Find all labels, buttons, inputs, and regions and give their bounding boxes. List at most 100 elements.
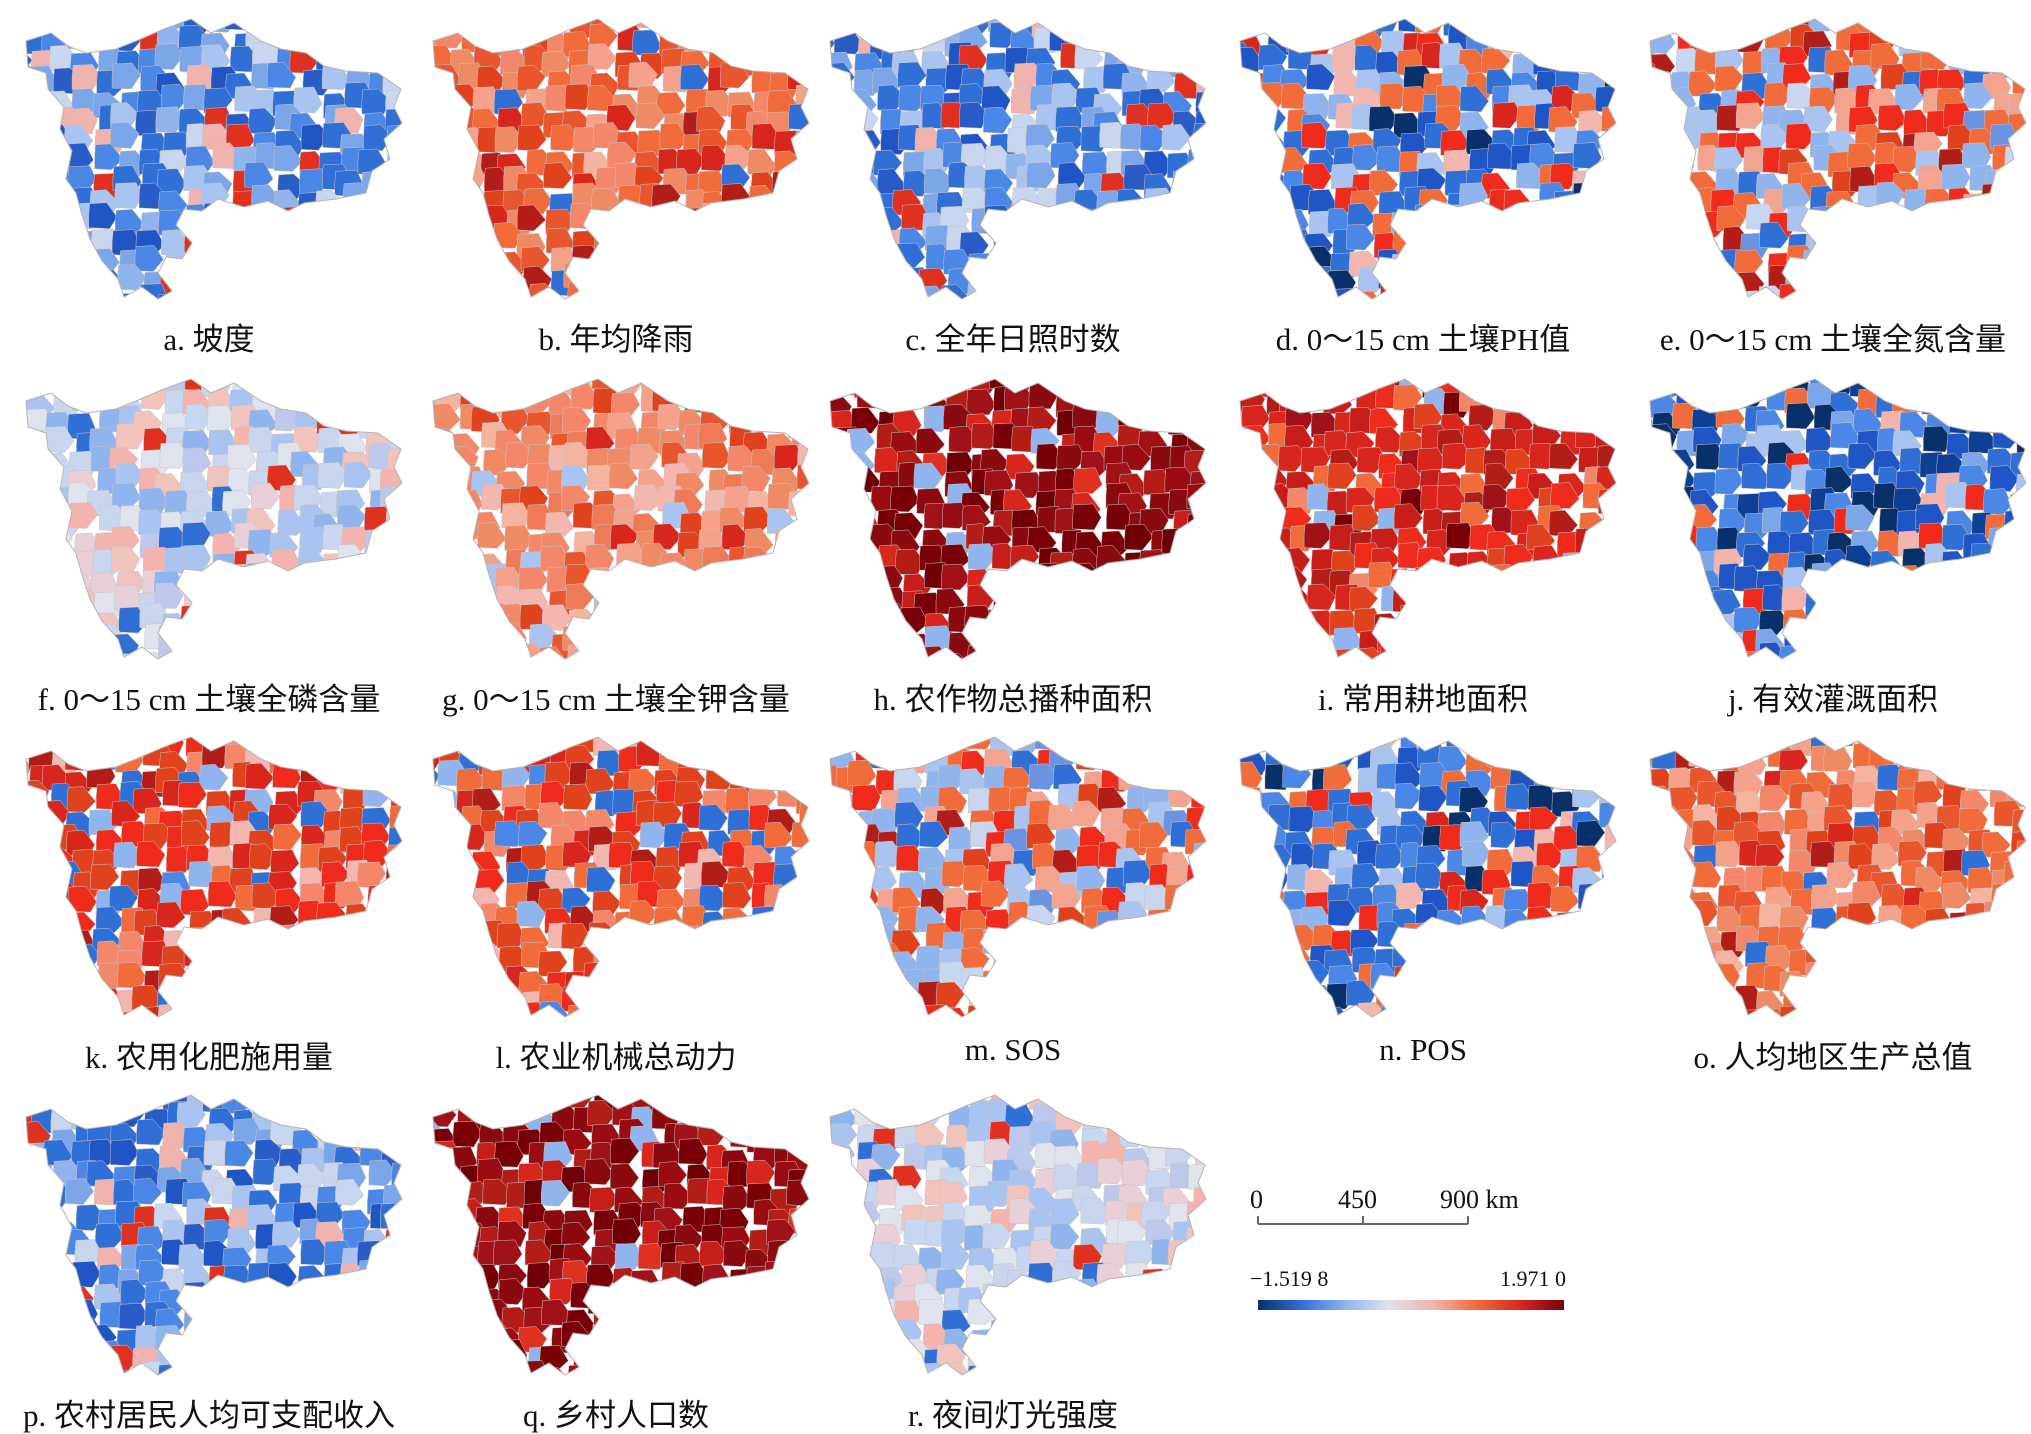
- map-region: [709, 608, 739, 635]
- map-region: [433, 850, 462, 878]
- map-region: [433, 486, 463, 514]
- panel-caption-g: g. 0～15 cm 土壤全钾含量: [442, 682, 790, 717]
- map-region: [1173, 740, 1203, 767]
- map-region: [295, 648, 325, 659]
- map-region: [948, 631, 978, 659]
- map-region: [1441, 961, 1471, 989]
- map-region: [368, 590, 398, 617]
- map-region: [26, 900, 53, 928]
- map-region: [26, 842, 38, 869]
- map-region: [1060, 948, 1090, 975]
- map-region: [1850, 251, 1880, 279]
- map-region: [680, 1289, 710, 1316]
- map-region: [95, 906, 125, 933]
- map-region: [1282, 379, 1312, 391]
- map-region: [1655, 252, 1686, 279]
- choropleth-map-k: [25, 736, 403, 1018]
- map-region: [364, 1123, 394, 1151]
- map-region: [1072, 1095, 1102, 1108]
- map-region: [26, 282, 29, 299]
- map-region: [1988, 631, 2018, 659]
- map-region: [184, 228, 214, 255]
- map-region: [655, 223, 685, 250]
- map-region: [850, 940, 880, 968]
- map-region: [1809, 262, 1839, 290]
- map-region: [1539, 211, 1569, 239]
- map-region: [1028, 763, 1058, 790]
- map-region: [1012, 970, 1042, 998]
- map-region: [1713, 289, 1743, 299]
- map-region: [1692, 645, 1722, 659]
- map-region: [1597, 488, 1616, 515]
- map-region: [1003, 945, 1033, 973]
- map-region: [436, 19, 466, 30]
- map-region: [475, 960, 505, 988]
- map-region: [229, 233, 259, 260]
- map-region: [1675, 272, 1705, 299]
- map-region: [989, 646, 1019, 659]
- map-region: [276, 282, 306, 299]
- map-region: [1667, 863, 1697, 891]
- map-region: [108, 379, 138, 396]
- map-region: [1369, 19, 1399, 33]
- map-region: [94, 1007, 124, 1017]
- map-region: [1597, 381, 1616, 409]
- map-region: [724, 1363, 754, 1375]
- map-region: [1650, 737, 1657, 756]
- map-region: [1556, 737, 1586, 755]
- map-region: [1029, 924, 1060, 951]
- map-region: [616, 979, 646, 1007]
- map-region: [1162, 1318, 1192, 1345]
- map-region: [544, 761, 574, 788]
- map-region: [683, 621, 713, 649]
- map-region: [922, 19, 952, 40]
- map-region: [1919, 967, 1949, 994]
- map-region: [677, 1002, 707, 1017]
- map-region: [472, 1363, 502, 1375]
- map-region: [1151, 589, 1181, 616]
- map-region: [188, 966, 218, 993]
- map-region: [1056, 982, 1087, 1010]
- map-region: [748, 986, 779, 1013]
- map-region: [294, 1323, 324, 1351]
- map-region: [706, 990, 736, 1017]
- map-region: [222, 285, 253, 299]
- map-region: [1093, 224, 1123, 251]
- map-region: [749, 1095, 779, 1114]
- map-region: [1185, 941, 1206, 969]
- map-region: [609, 462, 639, 490]
- map-region: [1459, 590, 1489, 618]
- map-region: [65, 603, 95, 631]
- map-region: [686, 1095, 716, 1108]
- map-region: [380, 182, 402, 209]
- map-region: [1100, 743, 1130, 771]
- map-region: [360, 967, 391, 994]
- map-region: [1072, 926, 1102, 954]
- map-region: [434, 243, 464, 271]
- map-region: [1868, 245, 1898, 272]
- map-region: [1536, 842, 1566, 869]
- map-region: [28, 866, 58, 894]
- map-region: [207, 880, 237, 908]
- map-region: [1507, 990, 1537, 1017]
- map-region: [640, 603, 670, 630]
- map-region: [274, 963, 304, 991]
- map-region: [1327, 462, 1357, 490]
- map-region: [1743, 543, 1773, 571]
- map-region: [1446, 737, 1476, 748]
- legend: 0 450 900 km −1.519 8 1.971 0: [1250, 1180, 1590, 1320]
- map-region: [271, 613, 301, 640]
- map-region: [700, 1098, 730, 1125]
- map-region: [1241, 827, 1271, 855]
- map-region: [849, 207, 879, 234]
- map-region: [1421, 604, 1451, 632]
- map-region: [134, 245, 164, 272]
- map-region: [1402, 642, 1432, 659]
- map-region: [246, 582, 276, 610]
- map-region: [519, 1360, 549, 1375]
- map-region: [244, 942, 274, 970]
- map-region: [157, 168, 187, 195]
- map-region: [1983, 249, 2013, 277]
- map-region: [385, 866, 402, 893]
